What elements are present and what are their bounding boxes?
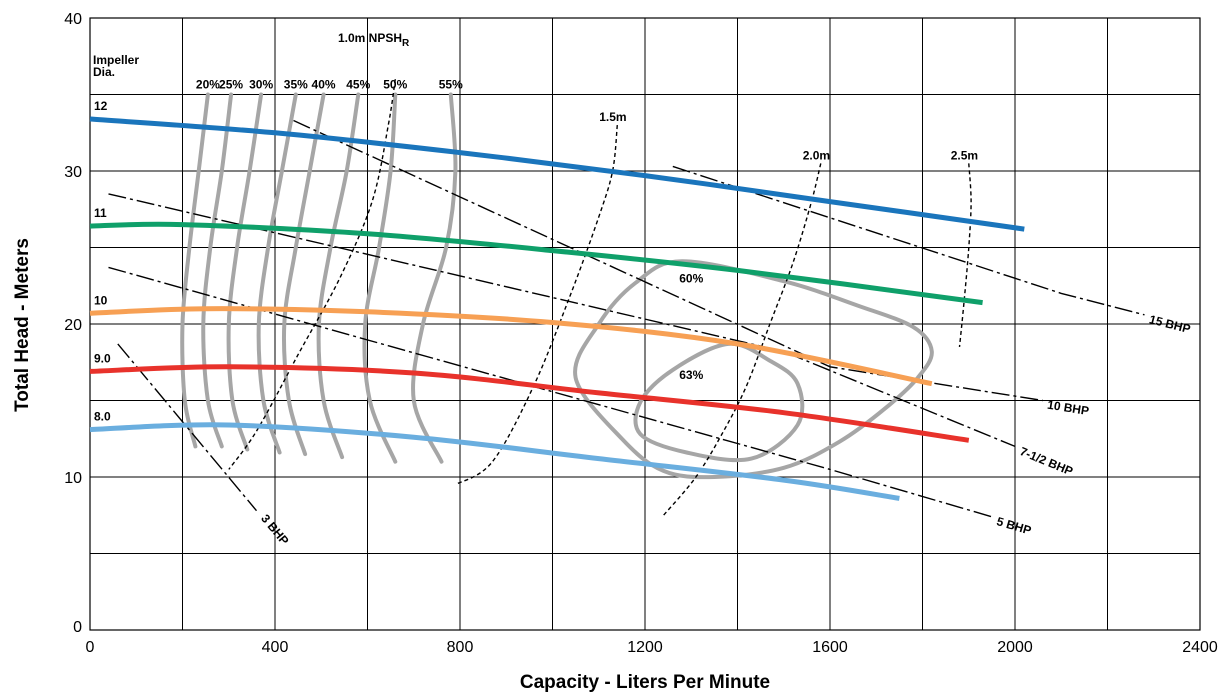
impeller-curve-8-0 <box>89 422 900 501</box>
bhp-line-5-bhp <box>108 266 993 518</box>
bhp-line-7-1-2-bhp <box>108 193 1016 448</box>
iso-label-63: 63% <box>679 368 703 382</box>
impeller-label-12: 12 <box>94 99 108 113</box>
x-tick-1200: 1200 <box>627 639 663 656</box>
efficiency-label-55: 55% <box>439 78 463 92</box>
efficiency-curve-45 <box>316 92 361 460</box>
efficiency-label-40: 40% <box>312 78 336 92</box>
impeller-header-line2: Dia. <box>93 65 115 79</box>
bhp-label-15-bhp: 15 BHP <box>1148 312 1192 336</box>
bhp-line-3-bhp <box>117 343 258 512</box>
npshr-label-2-5m: 2.5m <box>951 148 978 162</box>
npshr-label-2-0m: 2.0m <box>803 148 830 162</box>
npshr-label-1-5m: 1.5m <box>599 110 626 124</box>
iso-label-60: 60% <box>679 272 703 286</box>
impeller-curve-11 <box>89 221 983 306</box>
npshr-curve-1-0m <box>228 79 396 470</box>
iso-efficiency-60 <box>573 259 934 480</box>
x-tick-0: 0 <box>86 639 95 656</box>
y-tick-30: 30 <box>64 164 82 181</box>
x-tick-1600: 1600 <box>812 639 848 656</box>
x-tick-400: 400 <box>262 639 289 656</box>
impeller-curve-10 <box>89 306 933 387</box>
y-tick-10: 10 <box>64 470 82 487</box>
impeller-label-10: 10 <box>94 293 108 307</box>
npshr-title-sub: R <box>402 38 410 49</box>
x-axis-title: Capacity - Liters Per Minute <box>520 672 770 693</box>
iso-efficiency-63 <box>633 341 805 463</box>
efficiency-curve-20 <box>180 92 210 449</box>
efficiency-curve-30 <box>226 92 264 452</box>
tick-labels: 0 400 800 1200 1600 2000 2400 0 10 20 30 40 <box>64 11 1218 656</box>
efficiency-label-45: 45% <box>346 78 370 92</box>
y-tick-0: 0 <box>73 619 82 636</box>
efficiency-label-35: 35% <box>284 78 308 92</box>
npshr-title-main: 1.0m NPSH <box>338 31 402 45</box>
efficiency-curve-40 <box>281 92 326 457</box>
y-axis-title: Total Head - Meters <box>12 238 33 412</box>
impeller-label-11: 11 <box>94 206 107 220</box>
bhp-line-15-bhp <box>672 165 1145 316</box>
x-tick-2400: 2400 <box>1182 639 1218 656</box>
bhp-line-10-bhp <box>293 119 1043 402</box>
impeller-header-line1: Impeller <box>93 53 139 67</box>
npshr-title: 1.0m NPSHR <box>338 31 410 49</box>
bhp-lines <box>108 119 1145 518</box>
efficiency-curve-25 <box>201 92 234 449</box>
impeller-label-8-0: 8.0 <box>94 410 111 424</box>
npshr-curve-1-5m <box>455 125 618 486</box>
efficiency-label-50: 50% <box>383 78 407 92</box>
efficiency-label-30: 30% <box>249 78 273 92</box>
x-tick-800: 800 <box>447 639 474 656</box>
plot-border <box>89 17 1201 631</box>
y-tick-20: 20 <box>64 317 82 334</box>
bhp-label-5-bhp: 5 BHP <box>995 514 1033 537</box>
npshr-curve-2-5m <box>958 163 972 347</box>
grid-lines <box>89 17 1201 631</box>
y-tick-40: 40 <box>64 11 82 28</box>
efficiency-curve-55 <box>411 92 458 464</box>
impeller-curve-9-0 <box>89 364 970 443</box>
impeller-label-9-0: 9.0 <box>94 351 111 365</box>
impeller-curve-12 <box>89 116 1025 232</box>
efficiency-label-25: 25% <box>219 78 243 92</box>
bhp-label-7-1-2-bhp: 7-1/2 BHP <box>1018 444 1075 478</box>
efficiency-label-20: 20% <box>196 78 220 92</box>
efficiency-curve-35 <box>256 92 298 455</box>
efficiency-curves <box>180 92 934 480</box>
efficiency-curve-50 <box>362 92 398 464</box>
impeller-series <box>89 116 1025 501</box>
bhp-label-10-bhp: 10 BHP <box>1046 398 1090 418</box>
x-tick-2000: 2000 <box>997 639 1033 656</box>
